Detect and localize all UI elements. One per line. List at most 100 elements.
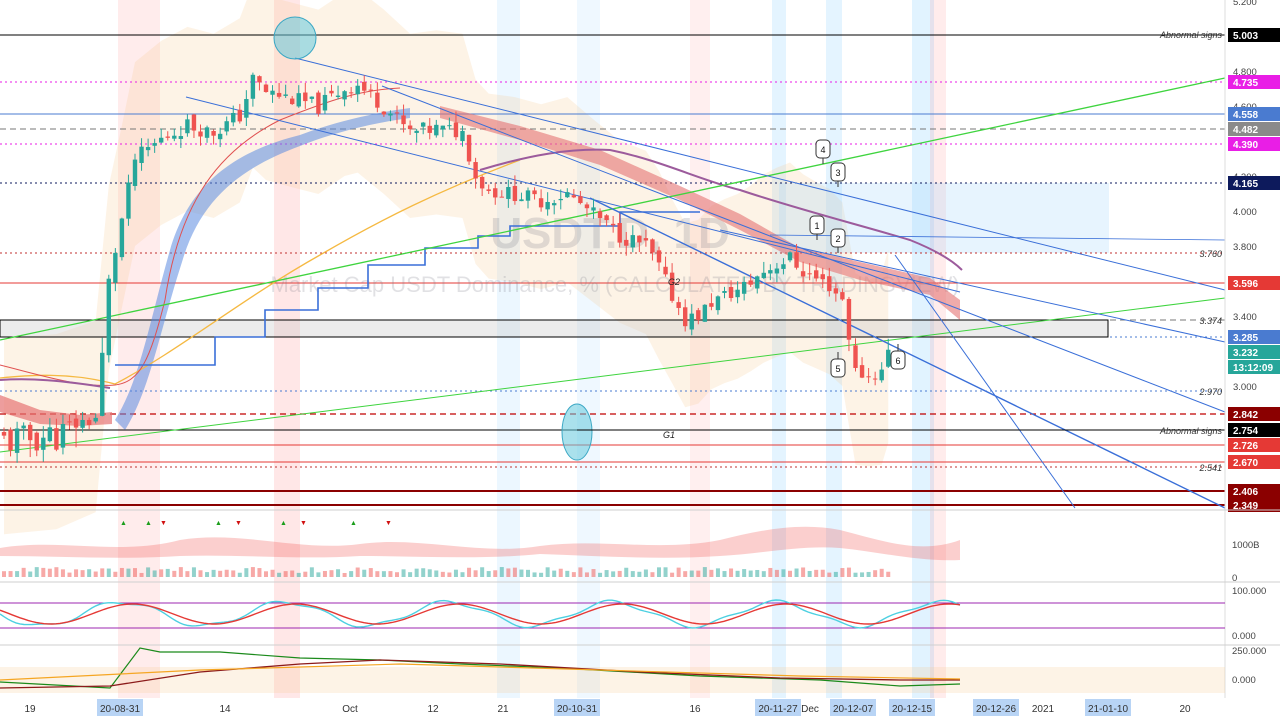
level-label: Abnormal signs bbox=[1159, 426, 1223, 436]
candle-body bbox=[204, 127, 210, 138]
volume-bar bbox=[290, 570, 295, 577]
price-axis[interactable]: 5.2004.8004.6004.2004.0003.8003.4003.000… bbox=[1224, 0, 1280, 720]
momentum-tick: 0.000 bbox=[1232, 675, 1256, 686]
candle-body bbox=[231, 112, 236, 123]
volume-bar bbox=[715, 568, 720, 577]
candle-body bbox=[86, 419, 92, 425]
volume-bar bbox=[565, 570, 570, 577]
volume-bar bbox=[191, 567, 196, 577]
session-band bbox=[577, 0, 600, 700]
candle-body bbox=[348, 92, 354, 94]
time-axis[interactable]: 19 20-08-31 14 Oct 12 21 20-10-31 16 20-11-27 Dec… bbox=[0, 698, 1280, 720]
time-label: 19 bbox=[24, 704, 36, 715]
volume-bar bbox=[355, 567, 360, 577]
volume-bar bbox=[696, 570, 701, 577]
volume-tick: 0 bbox=[1232, 573, 1237, 584]
candle-body bbox=[872, 378, 878, 380]
trendline[interactable] bbox=[0, 297, 1226, 453]
time-label: 2021 bbox=[1032, 704, 1055, 715]
candle-body bbox=[558, 198, 563, 201]
momentum-pane[interactable]: 250.000 0.000 bbox=[0, 646, 1266, 693]
trendline[interactable] bbox=[894, 254, 1076, 509]
candle-body bbox=[728, 287, 734, 298]
trendline[interactable] bbox=[769, 234, 1226, 241]
price-label: 4.558 bbox=[1228, 107, 1280, 121]
time-label-text: Dec bbox=[801, 704, 819, 715]
candle-body bbox=[486, 189, 491, 191]
volume-pane[interactable]: 1000B 0 ▲ ▲ ▼ ▲ ▼ ▲ ▼ ▲ ▼ bbox=[0, 520, 1259, 584]
volume-bar bbox=[80, 570, 85, 577]
volume-bar bbox=[8, 571, 13, 577]
time-label: 20-12-07 bbox=[830, 699, 876, 716]
volume-bar bbox=[401, 569, 406, 577]
candle-body bbox=[388, 113, 393, 116]
level-label: 3.760 bbox=[1199, 249, 1222, 259]
price-label-box bbox=[1228, 360, 1280, 374]
candle-body bbox=[741, 281, 747, 294]
volume-bar bbox=[368, 568, 373, 577]
volume-bar bbox=[322, 570, 327, 577]
volume-bar bbox=[250, 567, 255, 577]
session-band bbox=[930, 0, 946, 700]
volume-bar bbox=[493, 570, 498, 577]
candle-body bbox=[624, 239, 629, 246]
candle-body bbox=[545, 201, 550, 210]
candle-body bbox=[80, 419, 85, 428]
volume-bar bbox=[833, 571, 838, 577]
candle-body bbox=[650, 239, 655, 253]
wave-label-4: 4 bbox=[815, 139, 831, 164]
volume-bar bbox=[584, 572, 589, 577]
candle-body bbox=[368, 89, 373, 91]
volume-bar bbox=[840, 568, 845, 577]
price-pane[interactable]: Abnormal signs 3.760 3.374 2.970 Abnormal si… bbox=[0, 0, 1226, 700]
price-label-box bbox=[1228, 176, 1280, 190]
volume-bar bbox=[362, 569, 367, 577]
candle-body bbox=[28, 424, 33, 441]
volume-bar bbox=[198, 570, 203, 577]
time-label-box bbox=[889, 699, 935, 716]
candle-body bbox=[113, 252, 118, 283]
volume-bar bbox=[133, 568, 137, 577]
candle-body bbox=[159, 137, 164, 143]
candle-body bbox=[407, 125, 413, 130]
volume-bar bbox=[408, 572, 413, 577]
time-label: 14 bbox=[219, 704, 231, 715]
price-label-box bbox=[1228, 345, 1280, 359]
volume-bar bbox=[336, 569, 341, 577]
time-label-box bbox=[554, 699, 600, 716]
candle-body bbox=[683, 307, 688, 327]
candle-body bbox=[329, 90, 334, 94]
volume-bar bbox=[650, 572, 655, 577]
candle-body bbox=[807, 273, 812, 275]
candle-body bbox=[342, 91, 347, 100]
trendline[interactable] bbox=[719, 229, 1226, 343]
candle-body bbox=[519, 199, 524, 202]
price-label-box bbox=[1228, 107, 1280, 121]
price-label: 3.285 bbox=[1228, 330, 1280, 344]
wave-label-6: 6 bbox=[890, 344, 906, 370]
time-label-box bbox=[973, 699, 1019, 716]
volume-bar bbox=[231, 570, 236, 577]
oscillator-pane[interactable]: 100.000 0.000 bbox=[0, 586, 1266, 642]
candle-body bbox=[696, 310, 701, 321]
volume-bar bbox=[2, 571, 6, 577]
level-label: 2.541 bbox=[1198, 463, 1222, 473]
time-label: 21-01-10 bbox=[1085, 699, 1131, 716]
volume-bar bbox=[807, 570, 812, 577]
candle-body bbox=[886, 349, 891, 367]
candle-body bbox=[93, 417, 98, 422]
candle-body bbox=[375, 92, 380, 108]
candle-body bbox=[853, 345, 858, 368]
trendline[interactable] bbox=[589, 197, 1226, 509]
volume-bar bbox=[748, 570, 753, 577]
price-label-text: 5.003 bbox=[1233, 31, 1258, 42]
trendline[interactable] bbox=[294, 57, 1226, 291]
time-label-box bbox=[1085, 699, 1131, 716]
volume-bar bbox=[303, 571, 308, 577]
candles[interactable] bbox=[1, 72, 891, 463]
candle-body bbox=[604, 215, 609, 221]
volume-bar bbox=[663, 567, 668, 577]
volume-bar bbox=[624, 567, 629, 577]
